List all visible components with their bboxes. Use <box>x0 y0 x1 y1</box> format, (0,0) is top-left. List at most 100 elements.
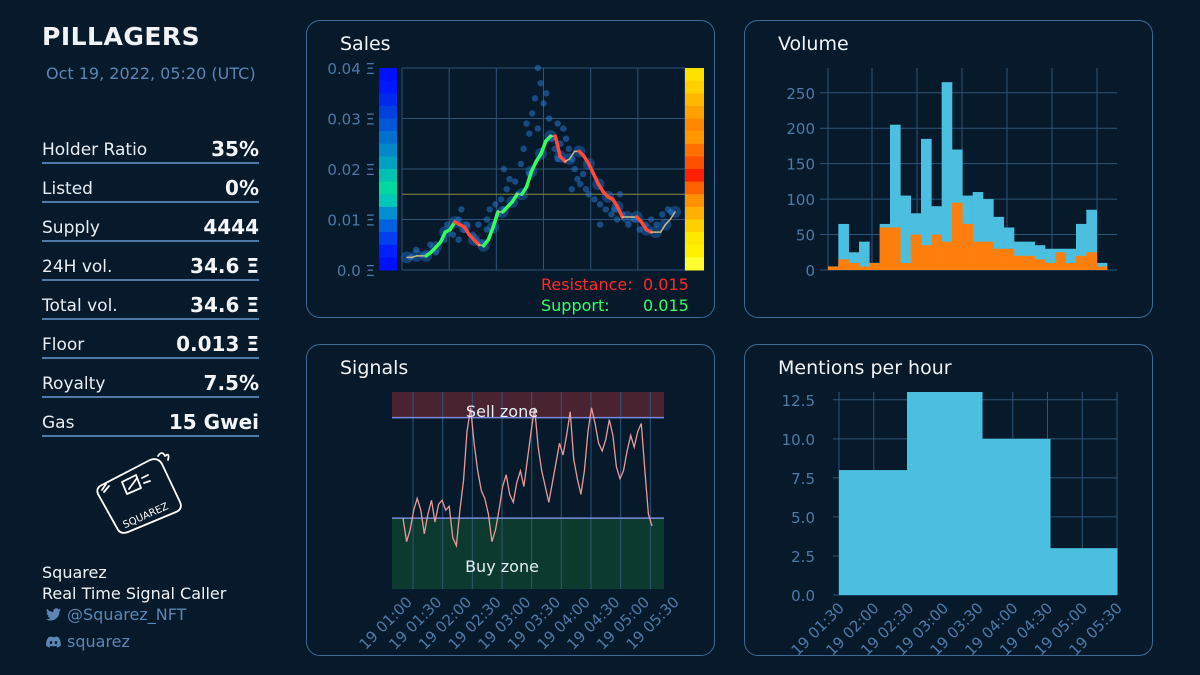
sale-point <box>492 201 499 208</box>
sale-point <box>412 246 420 253</box>
volume-bar-part <box>972 241 984 270</box>
sales-colorbar-cell <box>379 105 397 119</box>
volume-bar-total <box>859 241 870 270</box>
trend-segment <box>544 134 553 143</box>
twitter-handle: @Squarez_NFT <box>67 605 187 624</box>
sale-point <box>475 221 482 228</box>
sales-colorbar-cell <box>379 194 397 208</box>
mentions-ytick-label: 10.0 <box>782 431 815 449</box>
sales-colorbar-cell <box>685 68 704 82</box>
sale-point <box>647 216 655 223</box>
volume-bar-part <box>1076 255 1087 270</box>
sale-point <box>506 175 513 183</box>
mentions-panel: Mentions per hour 0.0 2.5 5.0 7.5 10.0 12.5 1… <box>744 344 1153 656</box>
sales-colorbar-cell <box>685 244 704 258</box>
volume-bar-total <box>1086 209 1097 270</box>
sales-colorbar-cell <box>685 194 704 208</box>
sale-point <box>616 191 624 198</box>
squarez-logo: SQUAREZ <box>96 452 182 534</box>
sales-colorbar-cell <box>379 206 397 220</box>
sale-point <box>486 206 493 213</box>
sale-point <box>534 125 542 132</box>
sales-colorbar-cell <box>379 156 397 170</box>
trend-segment <box>486 225 495 242</box>
discord-link[interactable]: squarez <box>46 632 130 651</box>
mentions-step <box>839 470 908 595</box>
mentions-ytick-label: 0.0 <box>791 587 815 605</box>
stat-value: 7.5% <box>203 371 259 395</box>
volume-bar-total <box>1076 223 1087 270</box>
sales-colorbar-cell <box>379 169 397 183</box>
sale-point <box>517 160 525 168</box>
volume-bar-total <box>900 195 911 270</box>
mentions-title: Mentions per hour <box>778 357 952 379</box>
sale-point <box>596 201 604 208</box>
sales-colorbar-cell <box>685 181 704 195</box>
sale-point <box>449 231 457 238</box>
resistance-value: 0.015 <box>643 275 689 294</box>
sales-colorbar-cell <box>379 219 397 233</box>
sale-point <box>455 236 462 243</box>
trend-segment <box>529 159 538 174</box>
sale-point <box>537 79 544 87</box>
volume-bar-part <box>1086 252 1097 270</box>
volume-bar-part <box>1065 262 1077 270</box>
volume-bar-part <box>962 223 973 270</box>
resistance-label: Resistance: <box>541 275 633 294</box>
volume-ytick-label: 0 <box>805 262 815 280</box>
volume-bar-total <box>890 124 901 270</box>
volume-bar-part <box>890 227 901 270</box>
stat-gas: Gas 15 Gwei <box>42 407 259 437</box>
sale-point <box>591 196 598 203</box>
volume-bar-part <box>869 262 880 270</box>
sales-colorbar-cell <box>379 93 397 107</box>
volume-bar-part <box>983 241 994 270</box>
sale-point <box>543 90 550 97</box>
sale-point <box>571 165 578 173</box>
stat-label: Gas <box>42 413 75 433</box>
buy-zone-label: Buy zone <box>465 557 539 576</box>
sale-point <box>667 208 675 216</box>
stat-value: 34.6 Ξ <box>190 293 259 317</box>
mentions-step <box>982 438 1051 595</box>
volume-chart: 0 50 100 150 200 250 <box>786 68 1117 280</box>
trend-segment <box>564 158 571 163</box>
sales-colorbar-cell <box>379 143 397 157</box>
stat-value: 0.013 Ξ <box>176 332 259 356</box>
sale-point <box>483 216 491 223</box>
discord-icon <box>46 635 61 648</box>
stat-value: 0% <box>225 176 259 200</box>
trend-segment <box>558 154 567 164</box>
volume-bar-part <box>859 266 870 270</box>
volume-bar-part <box>1003 248 1015 270</box>
trend-segment <box>539 139 548 156</box>
stat-supply: Supply 4444 <box>42 212 259 242</box>
timestamp: Oct 19, 2022, 05:20 (UTC) <box>46 64 256 83</box>
sell-zone <box>392 392 664 418</box>
volume-ytick-label: 250 <box>786 85 815 103</box>
sale-point <box>458 206 465 213</box>
twitter-link[interactable]: @Squarez_NFT <box>46 605 186 624</box>
sales-panel: Sales 0.0 Ξ 0.01 Ξ 0.02 Ξ 0.03 Ξ 0.04 Ξ Resi… <box>306 20 715 318</box>
sales-colorbar-cell <box>379 244 397 258</box>
sales-colorbar-cell <box>685 143 704 157</box>
sale-point <box>531 95 539 102</box>
sales-colorbar-cell <box>685 131 704 145</box>
trend-segment <box>659 223 667 233</box>
collection-title: PILLAGERS <box>42 22 201 51</box>
stat-total-volume: Total vol. 34.6 Ξ <box>42 290 259 320</box>
sales-ytick-label: 0.04 Ξ <box>327 60 375 78</box>
volume-bar-total <box>993 216 1004 270</box>
buy-zone <box>392 518 664 589</box>
volume-ytick-label: 200 <box>786 120 815 138</box>
volume-bar-total <box>983 199 994 270</box>
sales-colorbar-cell <box>685 156 704 170</box>
volume-bar-part <box>900 262 911 270</box>
sale-point <box>602 206 609 213</box>
sale-point <box>585 191 592 198</box>
sale-point <box>579 170 587 178</box>
stat-value: 4444 <box>203 215 259 239</box>
sale-point <box>528 110 536 117</box>
volume-bar-total <box>1034 245 1046 270</box>
